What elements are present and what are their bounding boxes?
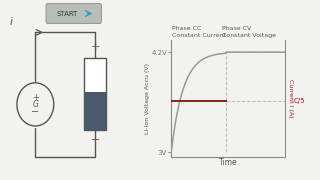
Text: −: − [31, 107, 39, 117]
Text: G: G [32, 100, 38, 109]
Y-axis label: Current I (A): Current I (A) [288, 79, 292, 117]
FancyBboxPatch shape [46, 4, 101, 23]
Bar [84, 58, 106, 130]
Text: Phase CV
Constant Voltage: Phase CV Constant Voltage [222, 26, 276, 38]
Text: i: i [9, 17, 12, 27]
X-axis label: Time: Time [219, 158, 237, 167]
Text: −: − [91, 135, 100, 145]
Y-axis label: Li-Ion Voltage Accu (V): Li-Ion Voltage Accu (V) [145, 63, 150, 134]
Text: +: + [91, 42, 100, 52]
Bar [84, 92, 106, 130]
Text: C/5: C/5 [294, 98, 305, 104]
Text: +: + [32, 93, 39, 102]
Text: START: START [57, 10, 78, 17]
Text: Phase CC
Constant Current: Phase CC Constant Current [172, 26, 226, 38]
